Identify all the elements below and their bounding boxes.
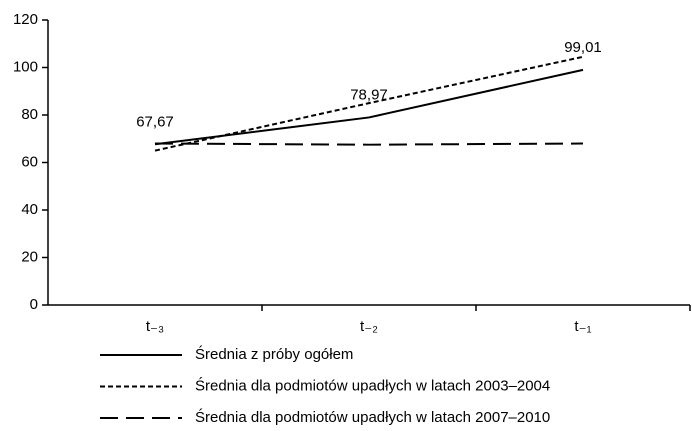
y-tick-label: 120 bbox=[13, 11, 38, 28]
y-tick-label: 40 bbox=[21, 201, 38, 218]
x-tick-label: t₋₁ bbox=[574, 318, 591, 335]
data-label: 67,67 bbox=[136, 113, 174, 130]
legend-label: Średnia dla podmiotów upadłych w latach … bbox=[195, 376, 550, 394]
data-label: 99,01 bbox=[564, 39, 602, 56]
legend-label: Średnia dla podmiotów upadłych w latach … bbox=[195, 408, 550, 426]
legend-label: Średnia z próby ogółem bbox=[195, 345, 353, 363]
y-tick-label: 0 bbox=[30, 296, 38, 313]
series-line bbox=[154, 55, 584, 152]
y-tick-label: 100 bbox=[13, 58, 38, 75]
y-tick-label: 20 bbox=[21, 248, 38, 265]
y-tick-label: 60 bbox=[21, 153, 38, 170]
x-tick-label: t₋₂ bbox=[360, 318, 378, 335]
data-label: 78,97 bbox=[350, 86, 388, 103]
y-tick-label: 80 bbox=[21, 106, 38, 123]
x-tick-label: t₋₃ bbox=[146, 318, 164, 335]
series-line bbox=[154, 142, 584, 146]
series-line bbox=[154, 68, 584, 146]
